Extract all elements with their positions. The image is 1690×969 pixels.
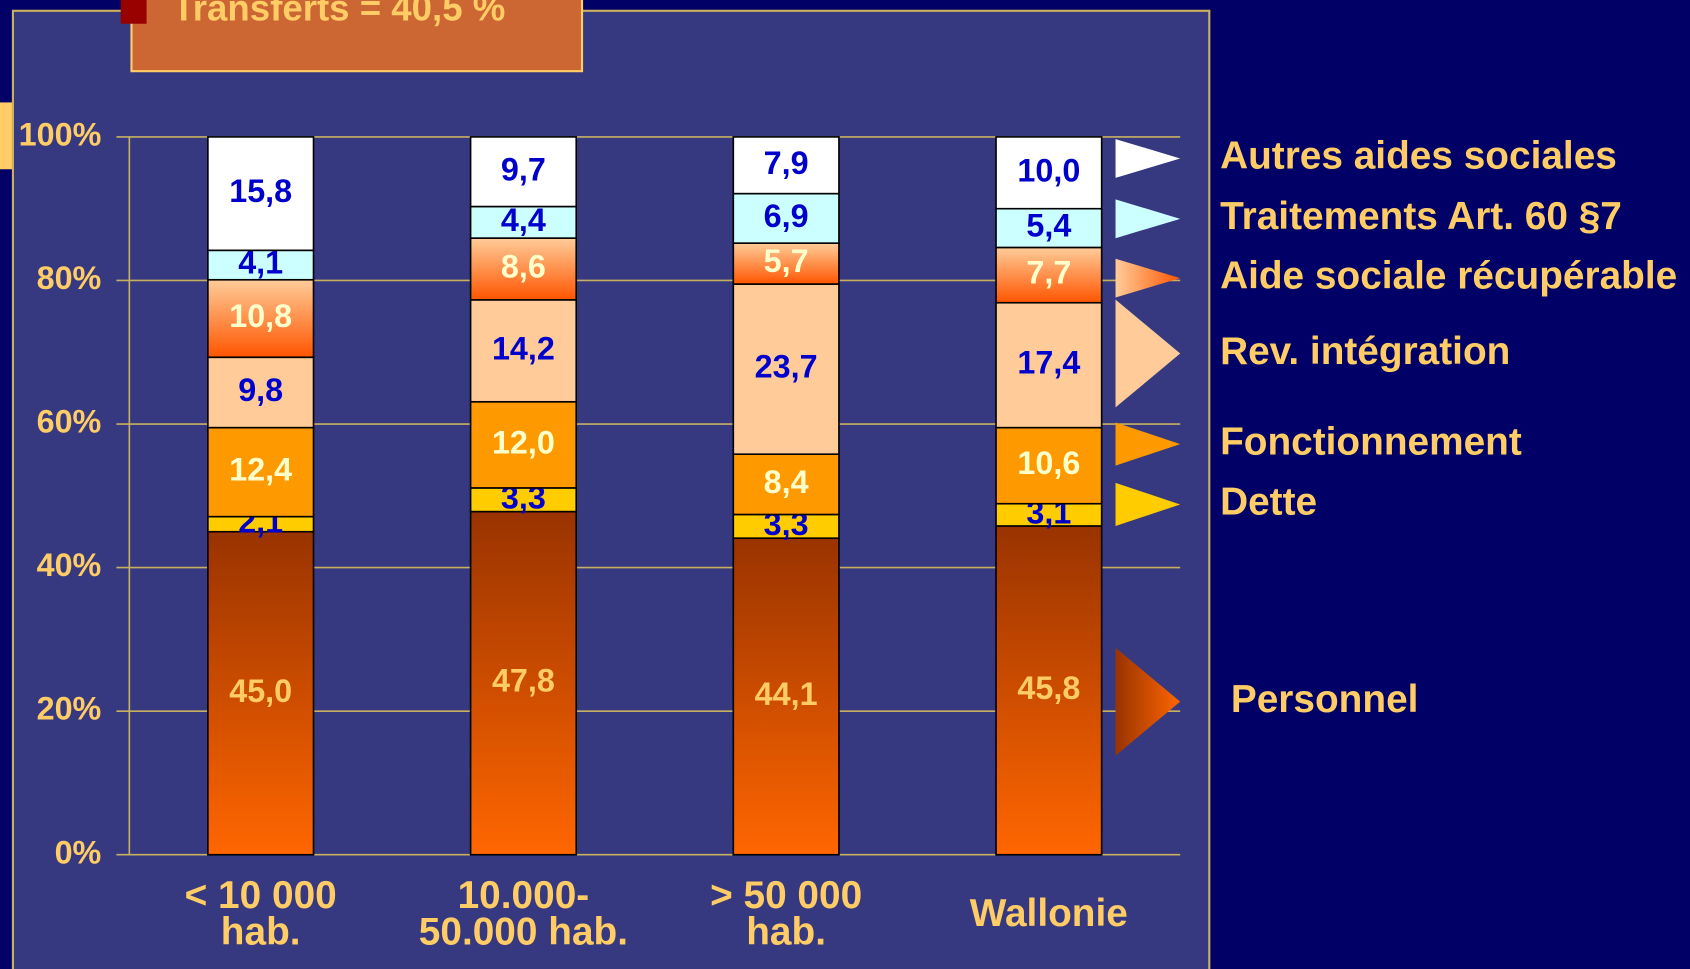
legend-marker bbox=[1115, 199, 1181, 239]
value-label: 6,9 bbox=[764, 198, 809, 234]
y-tick-label: 100% bbox=[19, 116, 102, 152]
value-label: 12,0 bbox=[492, 424, 555, 460]
bar-segment bbox=[732, 242, 840, 285]
y-tick-label: 0% bbox=[55, 834, 102, 870]
legend-label: Aide sociale récupérable bbox=[1220, 254, 1677, 297]
value-label: 10,6 bbox=[1017, 445, 1080, 481]
legend-label: Rev. intégration bbox=[1220, 330, 1510, 373]
value-label: 8,4 bbox=[764, 464, 809, 500]
annotation: Transferts = 40,5 % bbox=[172, 0, 505, 28]
value-label: 23,7 bbox=[755, 349, 818, 385]
legend-marker bbox=[1115, 258, 1181, 298]
value-label: 7,9 bbox=[764, 145, 809, 181]
bullet bbox=[120, 0, 147, 24]
deco bbox=[0, 102, 16, 170]
bar-segment bbox=[732, 283, 840, 455]
value-label: 4,4 bbox=[501, 202, 546, 238]
value-label: 9,8 bbox=[238, 372, 283, 408]
legend-label: Traitements Art. 60 §7 bbox=[1220, 195, 1622, 238]
value-label: 10,8 bbox=[229, 298, 292, 334]
bar-segment bbox=[995, 301, 1103, 429]
value-label: 17,4 bbox=[1017, 345, 1080, 381]
value-label: 7,7 bbox=[1026, 255, 1071, 291]
bar-segment bbox=[207, 136, 315, 252]
legend-marker bbox=[1115, 482, 1181, 526]
bar-segment bbox=[469, 205, 578, 239]
legend-label: Autres aides sociales bbox=[1220, 135, 1617, 178]
value-label: 44,1 bbox=[755, 676, 818, 712]
value-label: 5,4 bbox=[1026, 208, 1071, 244]
y-tick-label: 80% bbox=[37, 260, 102, 296]
value-label: 47,8 bbox=[492, 663, 555, 699]
bar-segment bbox=[207, 356, 315, 429]
value-label: 8,6 bbox=[501, 249, 546, 285]
bar-segment bbox=[732, 136, 840, 195]
bar-segment bbox=[995, 136, 1103, 210]
legend-label: Personnel bbox=[1231, 678, 1419, 721]
y-tick-label: 40% bbox=[37, 547, 102, 583]
bar-segment bbox=[469, 400, 578, 489]
legend-label: Fonctionnement bbox=[1220, 420, 1522, 463]
value-label: 45,0 bbox=[229, 673, 292, 709]
bar-segment bbox=[207, 530, 315, 856]
x-tick-label: 10.000-50.000 hab. bbox=[419, 874, 628, 954]
bar-segment bbox=[207, 278, 315, 359]
bar-segment bbox=[732, 453, 840, 516]
bar-segment bbox=[995, 246, 1103, 304]
x-tick-label: > 50 000 hab. bbox=[710, 874, 862, 954]
bar-segment bbox=[469, 136, 578, 208]
bar-segment bbox=[469, 299, 578, 403]
bar-segment bbox=[207, 426, 315, 518]
value-label: 45,8 bbox=[1017, 670, 1080, 706]
value-label: 15,8 bbox=[229, 173, 292, 209]
value-label: 14,2 bbox=[492, 330, 555, 366]
x-tick-label: < 10 000 hab. bbox=[185, 874, 337, 954]
legend-label: Dette bbox=[1220, 481, 1317, 524]
value-label: 10,0 bbox=[1017, 152, 1080, 188]
legend-marker bbox=[1115, 422, 1181, 466]
bar-segment bbox=[732, 192, 840, 244]
legend-marker bbox=[1115, 139, 1181, 178]
legend-marker bbox=[1115, 299, 1181, 408]
bar-segment bbox=[469, 510, 578, 856]
bar-segment bbox=[995, 426, 1103, 505]
value-label: 5,7 bbox=[764, 243, 809, 279]
value-label: 9,7 bbox=[501, 151, 546, 187]
legend-marker bbox=[1115, 647, 1181, 756]
annotation-box bbox=[130, 0, 584, 73]
value-label: 12,4 bbox=[229, 452, 292, 488]
x-tick-label: Wallonie bbox=[970, 892, 1128, 935]
y-tick-label: 20% bbox=[37, 691, 102, 727]
bar-segment bbox=[732, 537, 840, 856]
y-tick-label: 60% bbox=[37, 404, 102, 440]
bar-segment bbox=[995, 207, 1103, 249]
